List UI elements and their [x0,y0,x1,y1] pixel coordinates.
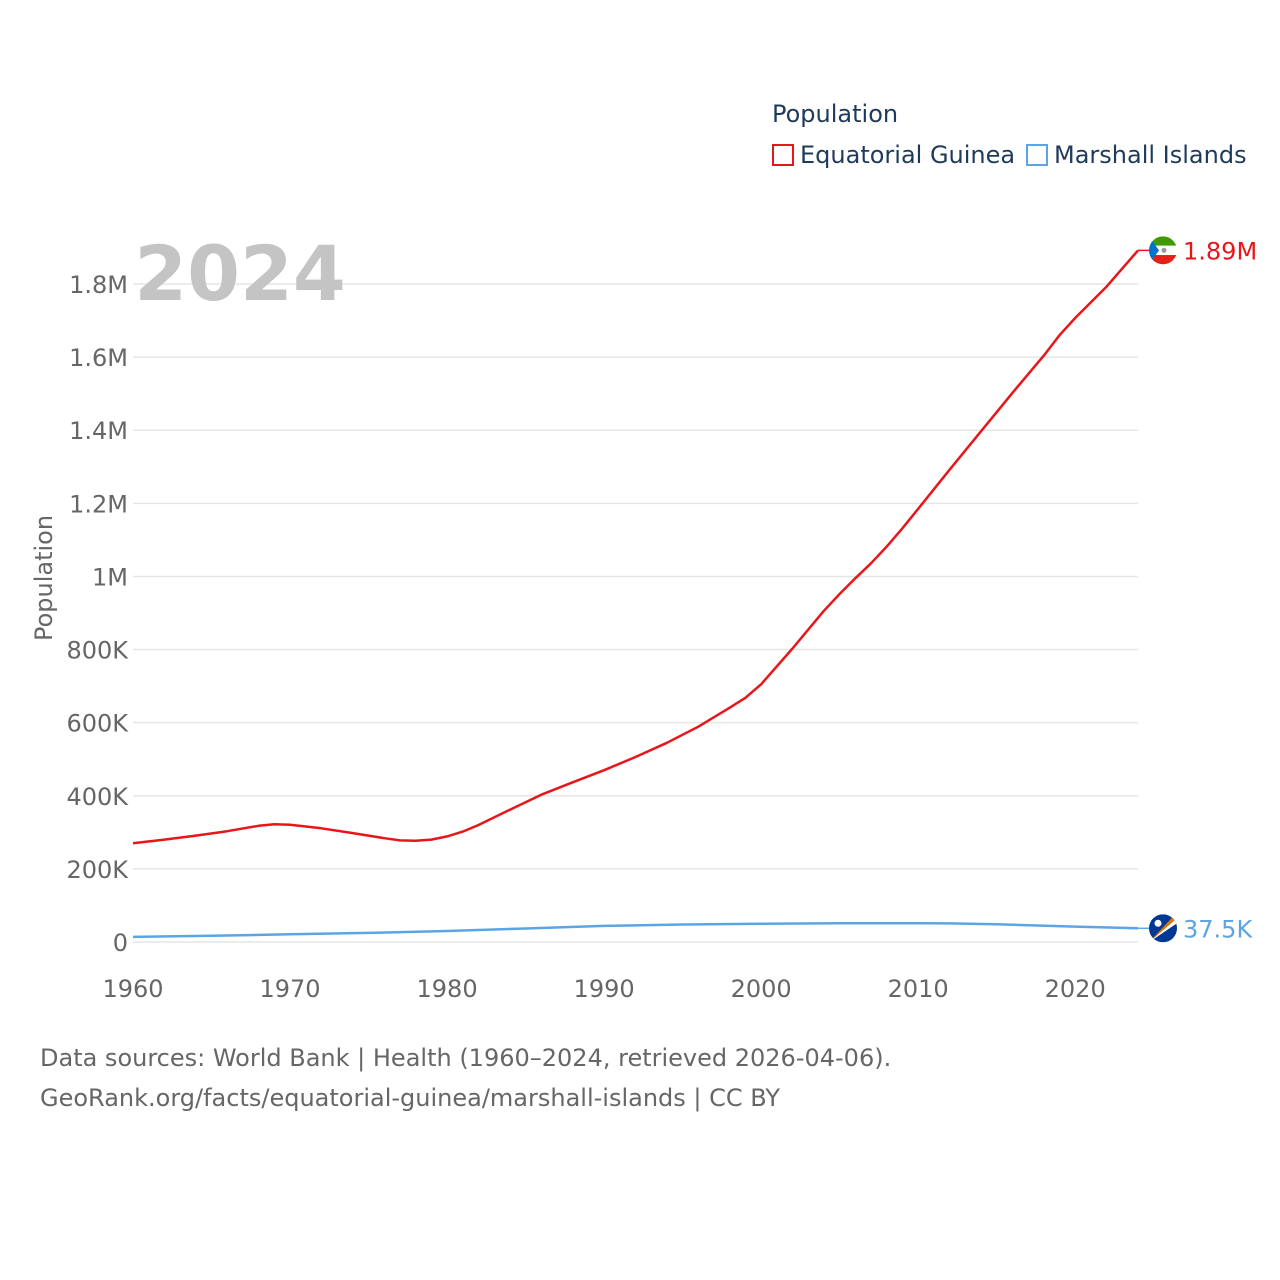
flag-stripe-green [1149,236,1177,246]
flag-diagonal-orange [1149,914,1177,943]
x-tick-labels: 1960 1970 1980 1990 2000 2010 2020 [102,975,1105,1003]
flag-diagonal-white [1149,918,1177,943]
legend-label-equatorial-guinea: Equatorial Guinea [800,141,1016,169]
flag-body [1149,236,1177,265]
x-tick-label: 2000 [731,975,792,1003]
equatorial-guinea-flag-icon [1149,236,1177,265]
x-tick-label: 1990 [574,975,635,1003]
y-tick-label: 0 [113,929,128,957]
y-tick-labels: 0 200K 400K 600K 800K 1M 1.2M 1.4M 1.6M 1.8M [66,271,129,957]
x-tick-label: 1960 [102,975,163,1003]
x-tick-label: 1970 [259,975,320,1003]
legend-swatch-equatorial-guinea [772,144,794,166]
marshall-islands-flag-icon [1149,914,1177,943]
series-line-marshall-islands [132,921,1139,939]
y-tick-label: 1.4M [69,417,128,445]
legend-swatch-marshall-islands [1026,144,1048,166]
y-tick-label: 1.2M [69,490,128,518]
y-tick-label: 200K [66,856,129,884]
flag-body [1149,914,1177,943]
x-tick-label: 2020 [1045,975,1106,1003]
x-tick-label: 2010 [888,975,949,1003]
footer-url[interactable]: GeoRank.org/facts/equatorial-guinea/mars… [40,1084,781,1112]
population-line-chart: 0 200K 400K 600K 800K 1M 1.2M 1.4M 1.6M 1.8M 1960… [30,229,1257,1003]
footer-sources: Data sources: World Bank | Health (1960–… [40,1044,892,1072]
series-end-markers: 1.89M 37.5K [1138,236,1257,943]
y-tick-label: 800K [66,637,129,665]
y-gridlines [133,283,1138,943]
legend-title: Population [772,100,899,128]
legend-item-equatorial-guinea[interactable]: Equatorial Guinea [772,141,1015,169]
y-tick-label: 1.8M [69,271,128,299]
series-line-equatorial-guinea [132,249,1139,845]
y-tick-label: 400K [66,783,129,811]
year-watermark: 2024 [134,229,346,318]
legend-label-marshall-islands: Marshall Islands [1054,141,1247,169]
end-label-equatorial-guinea: 1.89M [1183,237,1257,265]
y-tick-label: 600K [66,710,129,738]
data-series [132,249,1139,939]
y-tick-label: 1.6M [69,344,128,372]
x-tick-label: 1980 [417,975,478,1003]
flag-stripe-red [1149,255,1177,265]
flag-emblem [1161,247,1167,253]
flag-hoist-triangle [1149,236,1159,265]
y-axis-title: Population [30,515,58,641]
y-tick-label: 1M [92,563,128,591]
end-label-marshall-islands: 37.5K [1183,915,1253,943]
flag-star [1154,919,1162,927]
legend-item-marshall-islands[interactable]: Marshall Islands [1026,141,1247,169]
